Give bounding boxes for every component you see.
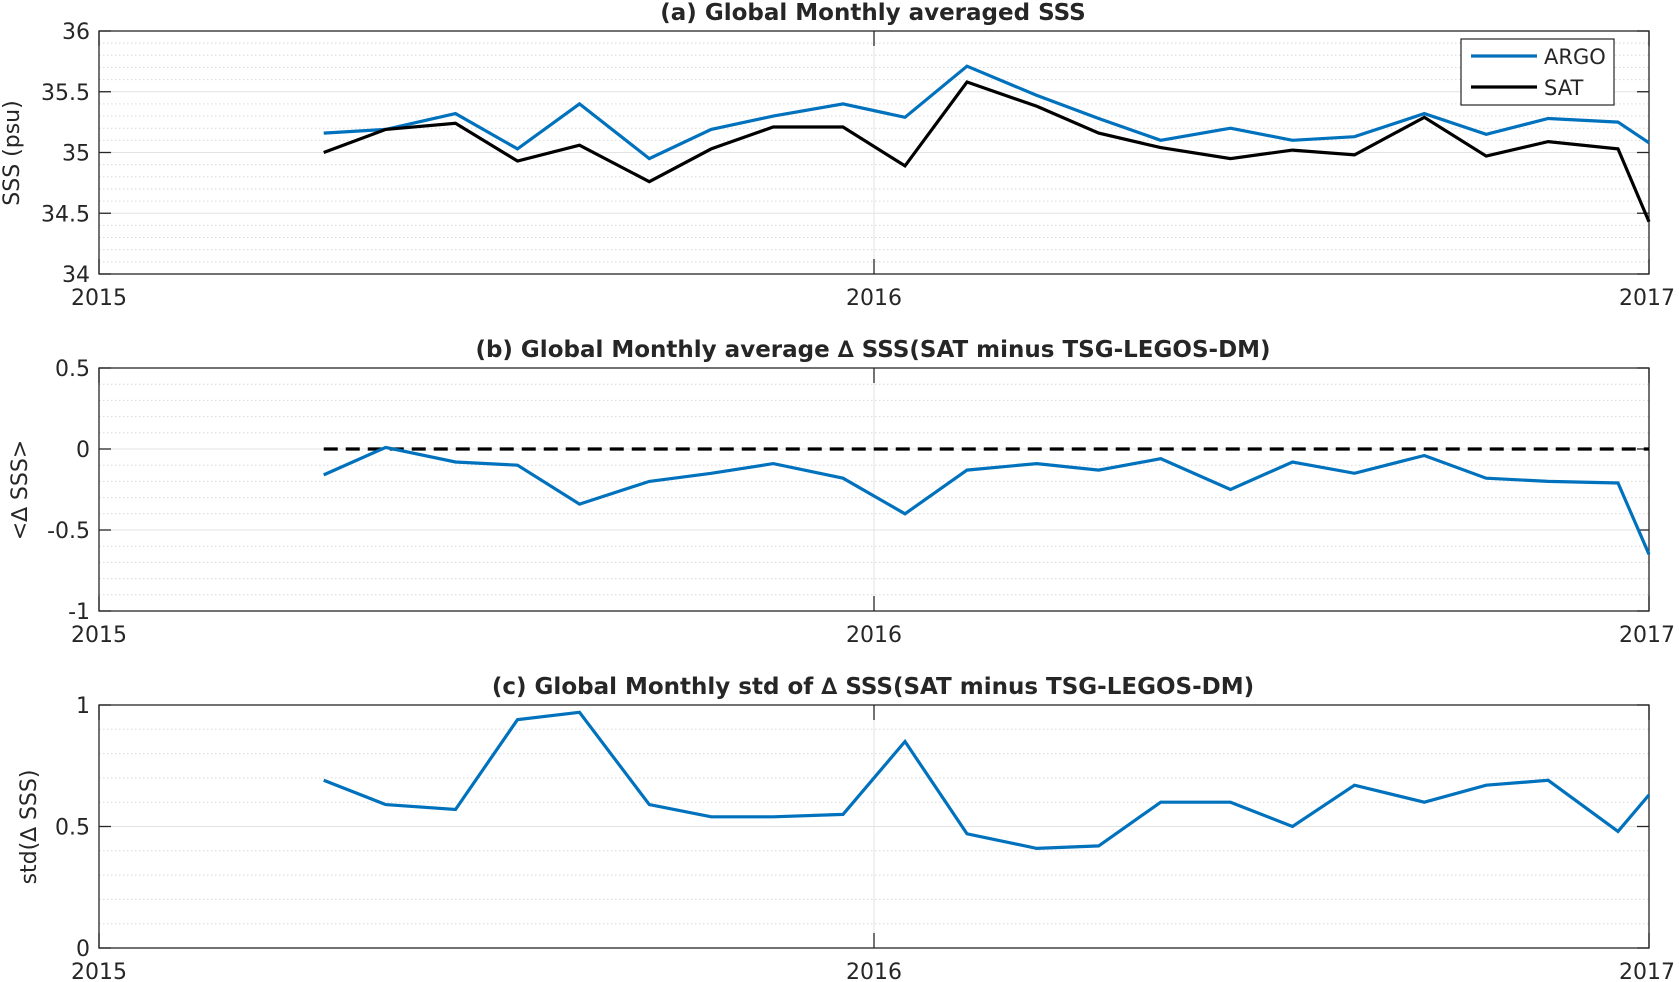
panel-b-plot-area: 2015 2016 2017 -1 -0.5 0 0.5 [47,357,1675,648]
panel-b-title: (b) Global Monthly average ∆ SSS(SAT min… [475,337,1270,363]
series-line-argo [323,64,1650,161]
y-tick-label: 0.5 [55,357,90,382]
legend-box [1460,38,1615,106]
y-tick-label: 0 [76,937,90,962]
panel-c-title: (c) Global Monthly std of ∆ SSS(SAT minu… [492,674,1254,700]
x-tick-label: 2016 [846,623,902,648]
y-tick-label: -1 [68,600,90,625]
series-line-sat [323,80,1651,223]
panel-a-legend: ARGO SAT [1460,38,1615,106]
x-tick-label: 2015 [71,623,127,648]
series-line-series-0 [323,445,1651,555]
panel-a: (a) Global Monthly averaged SSS SSS (psu… [0,0,1675,311]
panel-c-ylabel: std(∆ SSS) [17,770,42,885]
x-tick-label: 2016 [846,960,902,982]
y-tick-label: -0.5 [47,519,90,544]
y-tick-label: 0.5 [55,816,90,841]
y-tick-label: 36 [62,20,90,45]
y-tick-label: 35.5 [41,81,90,106]
panel-b: (b) Global Monthly average ∆ SSS(SAT min… [8,337,1675,648]
x-tick-label: 2017 [1619,960,1675,982]
panel-c-plot-area: 2015 2016 2017 0 0.5 1 [55,694,1675,982]
x-tick-label: 2017 [1619,286,1675,311]
y-tick-label: 34.5 [41,202,90,227]
x-tick-label: 2015 [71,286,127,311]
panel-b-ylabel: <∆ SSS> [8,440,33,540]
panel-a-plot-area: 2015 2016 2017 34 34.5 35 35.5 36 [41,20,1675,311]
x-tick-label: 2015 [71,960,127,982]
y-tick-label: 35 [62,142,90,167]
y-tick-label: 1 [76,694,90,719]
x-tick-label: 2017 [1619,623,1675,648]
y-tick-label: 34 [62,263,90,288]
panel-a-title: (a) Global Monthly averaged SSS [660,0,1085,26]
y-tick-label: 0 [76,438,90,463]
panel-c: (c) Global Monthly std of ∆ SSS(SAT minu… [17,674,1675,982]
panel-a-ylabel: SSS (psu) [0,100,25,205]
legend-label-sat: SAT [1544,76,1583,100]
legend-label-argo: ARGO [1544,45,1606,69]
x-tick-label: 2016 [846,286,902,311]
series-line-series-0 [323,710,1651,851]
